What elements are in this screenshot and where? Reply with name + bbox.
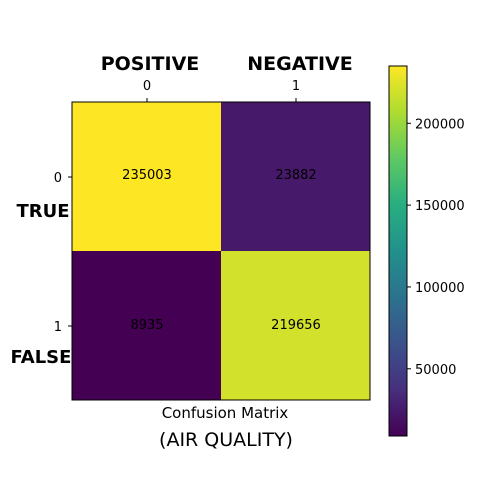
row-header-true: TRUE [16,201,69,222]
matrix-cell-1-1 [221,251,370,400]
colorbar-tick-label: 100000 [415,281,465,296]
cell-label-1-1: 219656 [271,318,321,333]
y-tick-label-1: 1 [54,320,62,335]
colorbar-tick-label: 200000 [415,117,465,132]
column-header-negative: NEGATIVE [247,53,352,75]
colorbar [388,65,408,437]
x-tick-label-1: 1 [292,79,300,94]
column-header-positive: POSITIVE [101,53,200,75]
y-tick-label-0: 0 [54,171,62,186]
cell-label-0-1: 23882 [275,168,316,183]
cell-label-1-0: 8935 [130,318,163,333]
x-tick-label-0: 0 [143,79,151,94]
colorbar-tick-label: 150000 [415,199,465,214]
colorbar-ticks: 50000 100000 150000 200000 [407,117,465,378]
matrix-cell-0-1 [221,102,370,251]
matrix-cells [72,102,370,400]
matrix-cell-1-0 [72,251,221,400]
colorbar-tick-label: 50000 [415,363,456,378]
plot-frame [71,101,371,401]
x-axis-label: Confusion Matrix [162,404,289,422]
chart-subtitle: (AIR QUALITY) [159,429,293,451]
row-header-false: FALSE [11,347,72,368]
matrix-cell-0-0 [72,102,221,251]
cell-label-0-0: 235003 [122,168,172,183]
